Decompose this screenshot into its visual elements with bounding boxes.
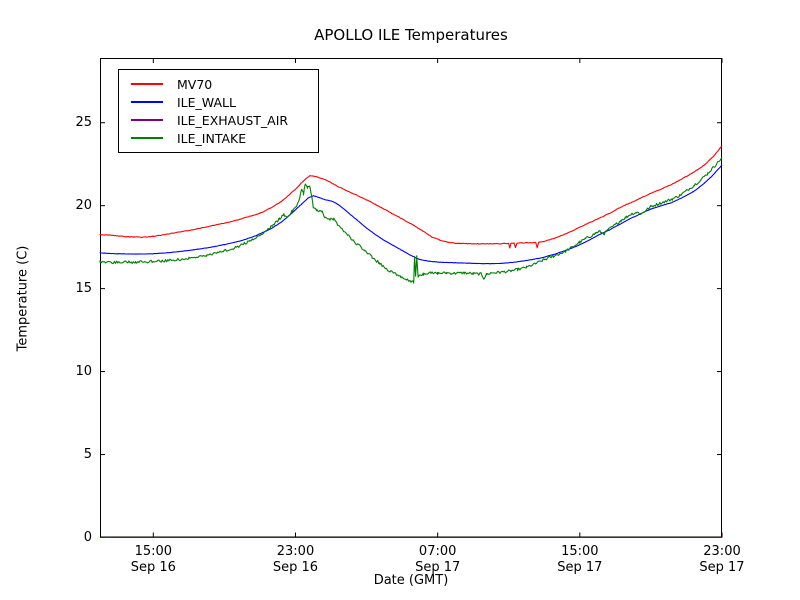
legend-line-swatch (131, 101, 163, 103)
legend-item-ILE_INTAKE: ILE_INTAKE (127, 129, 310, 147)
y-tick-label: 20 (75, 197, 92, 213)
y-tick-label: 0 (83, 529, 92, 545)
x-tick-label: 07:00 Sep 17 (415, 543, 461, 575)
x-tick-label: 23:00 Sep 16 (272, 543, 319, 575)
series-line-ILE_WALL (99, 164, 723, 265)
series-line-ILE_INTAKE (99, 156, 723, 284)
y-tick-label: 15 (75, 280, 92, 296)
x-axis-label: Date (GMT) (373, 573, 449, 588)
x-tick-label: 15:00 Sep 16 (130, 543, 176, 575)
legend-line-swatch (131, 83, 163, 85)
series-line-MV70 (99, 145, 723, 249)
y-tick-label: 5 (83, 446, 92, 462)
legend: MV70 ILE_WALL ILE_EXHAUST_AIR ILE_INTAKE (118, 69, 319, 153)
legend-line-swatch (131, 137, 163, 139)
y-tick-label: 25 (75, 114, 92, 130)
legend-item-ILE_EXHAUST_AIR: ILE_EXHAUST_AIR (127, 111, 310, 129)
legend-label: MV70 (177, 76, 213, 92)
x-tick-label: 15:00 Sep 17 (557, 543, 603, 575)
legend-label: ILE_EXHAUST_AIR (177, 112, 289, 128)
y-tick-label: 10 (75, 363, 92, 379)
chart-title: APOLLO ILE Temperatures (314, 26, 508, 44)
x-tick-label: 23:00 Sep 17 (699, 543, 745, 575)
legend-label: ILE_WALL (177, 94, 236, 110)
legend-line-swatch (131, 119, 163, 121)
legend-item-ILE_WALL: ILE_WALL (127, 93, 310, 111)
legend-item-MV70: MV70 (127, 75, 310, 93)
y-axis-label: Temperature (C) (15, 245, 31, 352)
legend-label: ILE_INTAKE (177, 130, 247, 146)
